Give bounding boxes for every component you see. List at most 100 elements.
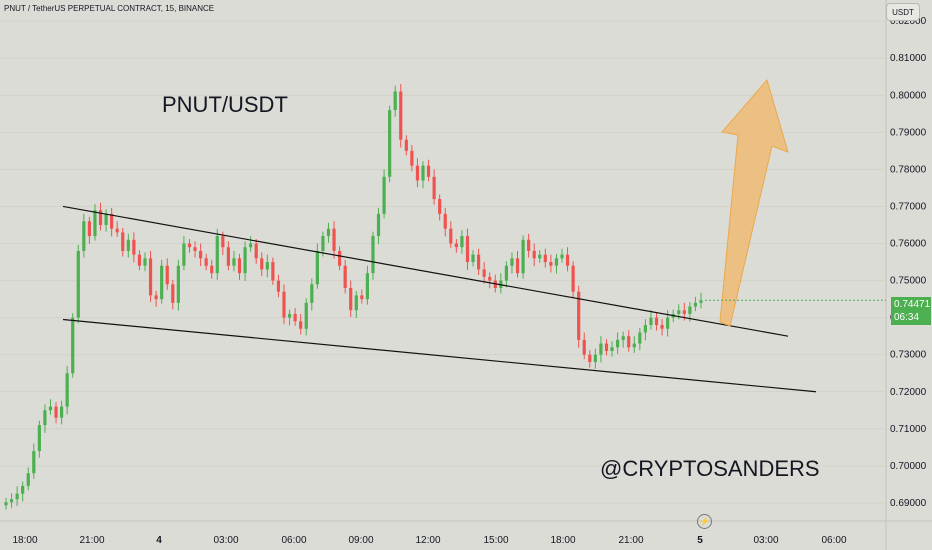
candle-body (660, 325, 664, 329)
candle-body (610, 347, 614, 351)
candle-body (449, 228, 453, 244)
candle-body (265, 262, 269, 270)
x-tick-label: 21:00 (618, 535, 643, 546)
candle-body (182, 243, 186, 266)
candle-body (21, 485, 25, 494)
candle-body (299, 321, 303, 329)
candle-body (315, 250, 319, 285)
candle-body (37, 425, 41, 452)
candle-body (371, 236, 375, 274)
x-tick-label: 06:00 (821, 535, 846, 546)
candle-body (143, 258, 147, 266)
candle-body (504, 265, 508, 281)
candle-body (477, 254, 481, 270)
candle-body (582, 339, 586, 355)
x-tick-label: 18:00 (550, 535, 575, 546)
candle-body (271, 262, 275, 281)
x-tick-label: 18:00 (12, 535, 37, 546)
bar-countdown: 06:34 (894, 312, 920, 323)
candle-body (276, 280, 281, 292)
candle-body (527, 239, 531, 251)
candle-body (54, 406, 58, 418)
candle-body (310, 284, 314, 303)
candle-body (4, 502, 8, 506)
unit-button[interactable]: USDT (886, 3, 920, 21)
candle-body (632, 343, 636, 348)
x-tick-label: 09:00 (348, 535, 373, 546)
candle-body (210, 265, 214, 274)
candle-body (515, 258, 520, 274)
candle-body (237, 258, 242, 274)
candle-body (137, 254, 142, 266)
candle-body (226, 247, 230, 266)
candle-body (521, 239, 525, 274)
candle-body (349, 287, 353, 311)
candle-body (365, 273, 369, 300)
candle-body (388, 110, 392, 177)
x-tick-label: 5 (697, 535, 703, 546)
x-tick-label: 03:00 (213, 535, 238, 546)
candle-body (649, 317, 653, 326)
candle-body (321, 236, 325, 251)
candle-body (565, 254, 570, 266)
candle-body (621, 336, 625, 340)
candle-body (532, 250, 536, 259)
candle-body (332, 228, 336, 251)
candle-body (577, 291, 581, 340)
candle-body (338, 250, 342, 266)
candle-body (510, 258, 514, 266)
candle-body (132, 239, 136, 255)
candle-body (404, 139, 408, 151)
candle-body (554, 258, 559, 266)
candle-body (204, 258, 208, 266)
candle-body (460, 236, 464, 248)
candle-body (376, 213, 381, 237)
candle-body (677, 310, 681, 314)
candle-body (165, 265, 169, 285)
candle-body (215, 236, 219, 274)
candle-body (110, 213, 114, 229)
author-watermark: @CRYPTOSANDERS (600, 456, 820, 481)
candle-body (154, 295, 158, 300)
candle-body (538, 254, 542, 259)
candle-body (432, 176, 436, 200)
candle-body (454, 243, 458, 248)
candle-body (287, 313, 292, 318)
candle-body (221, 236, 225, 248)
y-tick-label: 0.69000 (890, 498, 927, 509)
candle-body (293, 313, 297, 322)
candle-body (588, 354, 592, 363)
candle-body (571, 265, 575, 292)
x-tick-label: 21:00 (79, 535, 104, 546)
candle-body (232, 258, 236, 266)
pair-annotation: PNUT/USDT (162, 92, 288, 117)
candle-body (666, 317, 670, 329)
candle-body (187, 243, 192, 248)
trendline (62, 205, 789, 337)
candle-body (482, 269, 486, 277)
candle-body (599, 343, 603, 355)
flash-icon[interactable]: ⚡ (697, 514, 712, 529)
candle-body (243, 247, 247, 274)
candle-body (604, 343, 609, 351)
y-tick-label: 0.80000 (890, 90, 927, 101)
trendline (62, 318, 817, 393)
y-tick-label: 0.75000 (890, 276, 927, 287)
candle-body (60, 406, 64, 418)
candle-body (471, 254, 475, 263)
x-tick-label: 12:00 (415, 535, 440, 546)
x-tick-label: 06:00 (281, 535, 306, 546)
last-price-value: 0.74471 (894, 299, 931, 310)
candle-body (360, 295, 364, 300)
candle-body (76, 250, 80, 318)
y-tick-label: 0.82000 (890, 16, 927, 27)
y-tick-label: 0.71000 (890, 424, 927, 435)
candle-body (410, 150, 414, 166)
y-tick-label: 0.79000 (890, 127, 927, 138)
candle-body (282, 291, 286, 318)
candle-body (9, 499, 14, 503)
candle-body (98, 210, 103, 225)
candle-body (560, 254, 564, 259)
